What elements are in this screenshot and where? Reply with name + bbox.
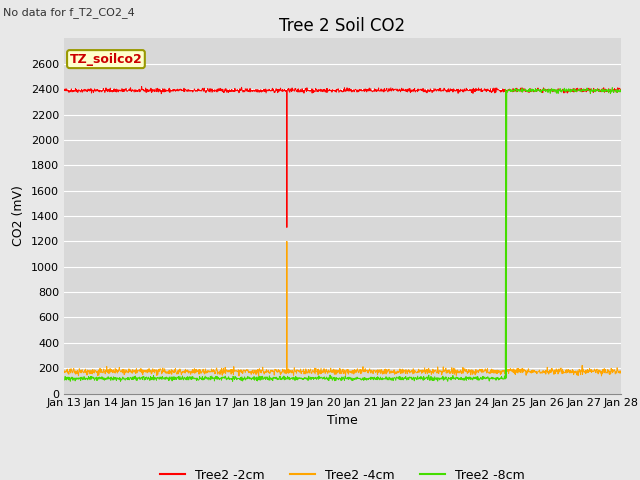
Tree2 -8cm (378, 376, 385, 382)
Tree2 -2cm (617, 87, 625, 93)
Text: No data for f_T2_CO2_4: No data for f_T2_CO2_4 (3, 7, 135, 18)
Tree2 -4cm (126, 366, 134, 372)
Tree2 -4cm (378, 368, 385, 374)
Tree2 -4cm (319, 368, 326, 373)
Line: Tree2 -2cm: Tree2 -2cm (64, 86, 621, 228)
Tree2 -2cm (297, 89, 305, 95)
Tree2 -2cm (319, 87, 326, 93)
Line: Tree2 -8cm: Tree2 -8cm (64, 88, 621, 381)
Tree2 -4cm (297, 371, 305, 376)
Tree2 -2cm (138, 84, 145, 89)
Tree2 -4cm (617, 369, 625, 374)
Tree2 -4cm (60, 367, 68, 373)
Tree2 -4cm (103, 368, 111, 374)
Tree2 -8cm (126, 376, 134, 382)
Y-axis label: CO2 (mV): CO2 (mV) (12, 186, 26, 246)
Tree2 -8cm (609, 85, 616, 91)
Tree2 -8cm (60, 377, 68, 383)
Tree2 -8cm (228, 378, 236, 384)
Tree2 -2cm (60, 87, 68, 93)
Title: Tree 2 Soil CO2: Tree 2 Soil CO2 (279, 17, 406, 36)
Text: TZ_soilco2: TZ_soilco2 (70, 53, 142, 66)
X-axis label: Time: Time (327, 414, 358, 427)
Tree2 -8cm (318, 376, 326, 382)
Tree2 -4cm (283, 239, 291, 244)
Tree2 -2cm (103, 87, 111, 93)
Tree2 -8cm (308, 376, 316, 382)
Tree2 -8cm (103, 376, 111, 382)
Tree2 -2cm (378, 88, 385, 94)
Tree2 -8cm (297, 375, 305, 381)
Legend: Tree2 -2cm, Tree2 -4cm, Tree2 -8cm: Tree2 -2cm, Tree2 -4cm, Tree2 -8cm (156, 464, 529, 480)
Tree2 -2cm (308, 86, 316, 92)
Tree2 -2cm (126, 86, 134, 92)
Tree2 -2cm (283, 225, 291, 230)
Tree2 -8cm (617, 87, 625, 93)
Line: Tree2 -4cm: Tree2 -4cm (64, 241, 621, 376)
Tree2 -4cm (255, 373, 262, 379)
Tree2 -4cm (308, 368, 316, 373)
